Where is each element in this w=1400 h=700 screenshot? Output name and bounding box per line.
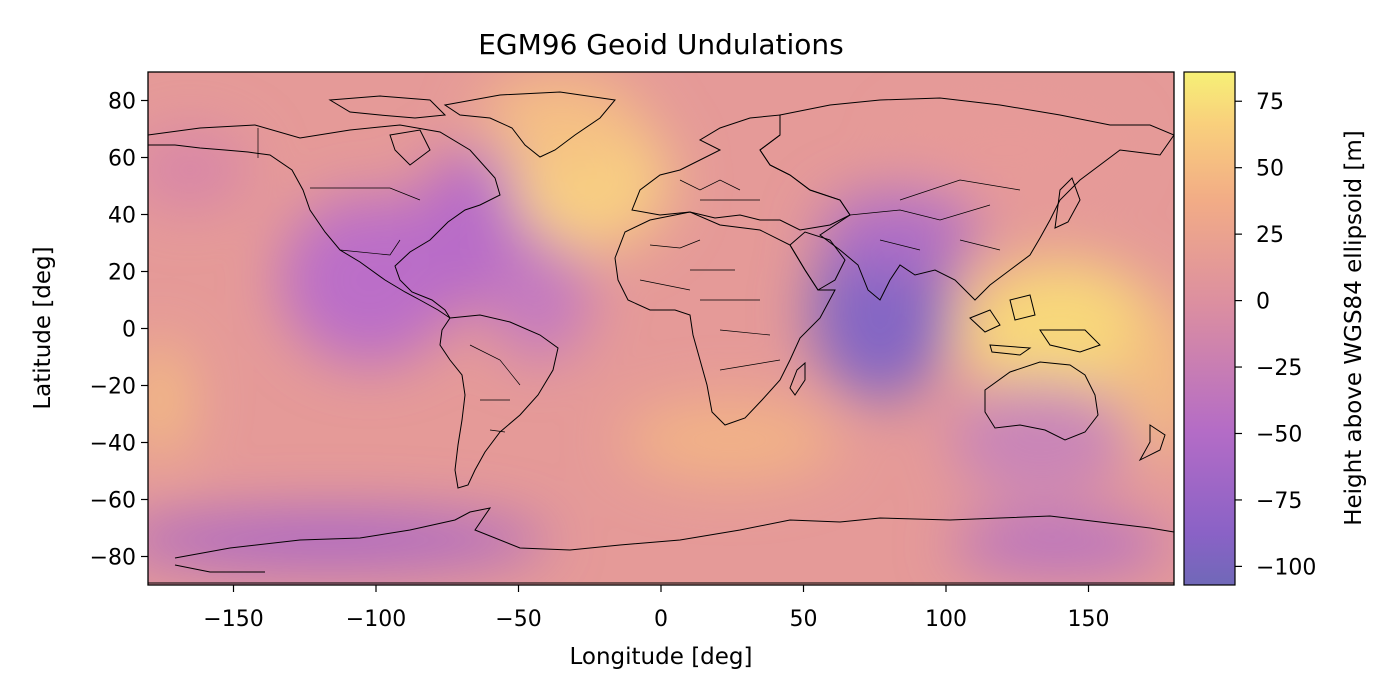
colorbar-tick-label: 50	[1256, 157, 1284, 182]
antarctica-coastline	[148, 507, 1174, 584]
colorbar-label: Height above WGS84 ellipsoid [m]	[1341, 130, 1367, 526]
colorbar-tick-label: 75	[1256, 90, 1284, 115]
arabia-coastline	[789, 231, 846, 291]
asia-coastline	[759, 97, 1174, 301]
country-borders	[257, 128, 1021, 433]
chart-title: EGM96 Geoid Undulations	[478, 28, 844, 61]
colorbar-tick-label: −25	[1256, 356, 1302, 381]
geoid-heatmap-field	[148, 75, 1174, 573]
colorbar-gradient	[1183, 71, 1236, 586]
x-tick-label: 100	[925, 607, 967, 632]
x-tick-label: −100	[346, 607, 406, 632]
x-axis: −150 −100 −50 0 50 100 150	[203, 585, 1110, 632]
y-tick-label: 20	[108, 261, 136, 286]
australia-coastline	[984, 361, 1099, 441]
map-plot-area	[147, 71, 1175, 586]
x-axis-label: Longitude [deg]	[569, 644, 752, 670]
y-tick-label: −60	[90, 489, 136, 514]
south-america-coastline	[439, 314, 559, 489]
new-zealand-coastline	[1138, 424, 1166, 462]
madagascar-coastline	[789, 361, 806, 396]
x-tick-label: −50	[495, 607, 541, 632]
japan-coastline	[1054, 177, 1081, 229]
y-axis: 80 60 40 20 0 −20 −40 −60 −80	[90, 90, 148, 571]
y-tick-label: −20	[90, 375, 136, 400]
y-tick-label: −40	[90, 432, 136, 457]
colorbar-tick-label: 0	[1256, 290, 1270, 315]
y-tick-label: −80	[90, 546, 136, 571]
coastlines	[148, 91, 1174, 584]
colorbar: 75 50 25 0 −25 −50 −75 −100 Height above WGS84 …	[1183, 71, 1367, 586]
colorbar-axis: 75 50 25 0 −25 −50 −75 −100	[1235, 90, 1316, 580]
africa-coastline	[614, 211, 836, 426]
colorbar-tick-label: −75	[1256, 489, 1302, 514]
greenland-coastline	[443, 91, 616, 158]
y-tick-label: 60	[108, 147, 136, 172]
north-america-coastline	[148, 124, 501, 319]
x-tick-label: 50	[790, 607, 818, 632]
x-tick-label: 0	[654, 607, 668, 632]
x-tick-label: −150	[203, 607, 263, 632]
x-tick-label: 150	[1068, 607, 1110, 632]
colorbar-tick-label: 25	[1256, 223, 1284, 248]
y-tick-label: 80	[108, 90, 136, 115]
colorbar-tick-label: −50	[1256, 422, 1302, 447]
y-tick-label: 0	[122, 318, 136, 343]
colorbar-tick-label: −100	[1256, 555, 1316, 580]
y-axis-label: Latitude [deg]	[30, 246, 56, 409]
y-tick-label: 40	[108, 204, 136, 229]
